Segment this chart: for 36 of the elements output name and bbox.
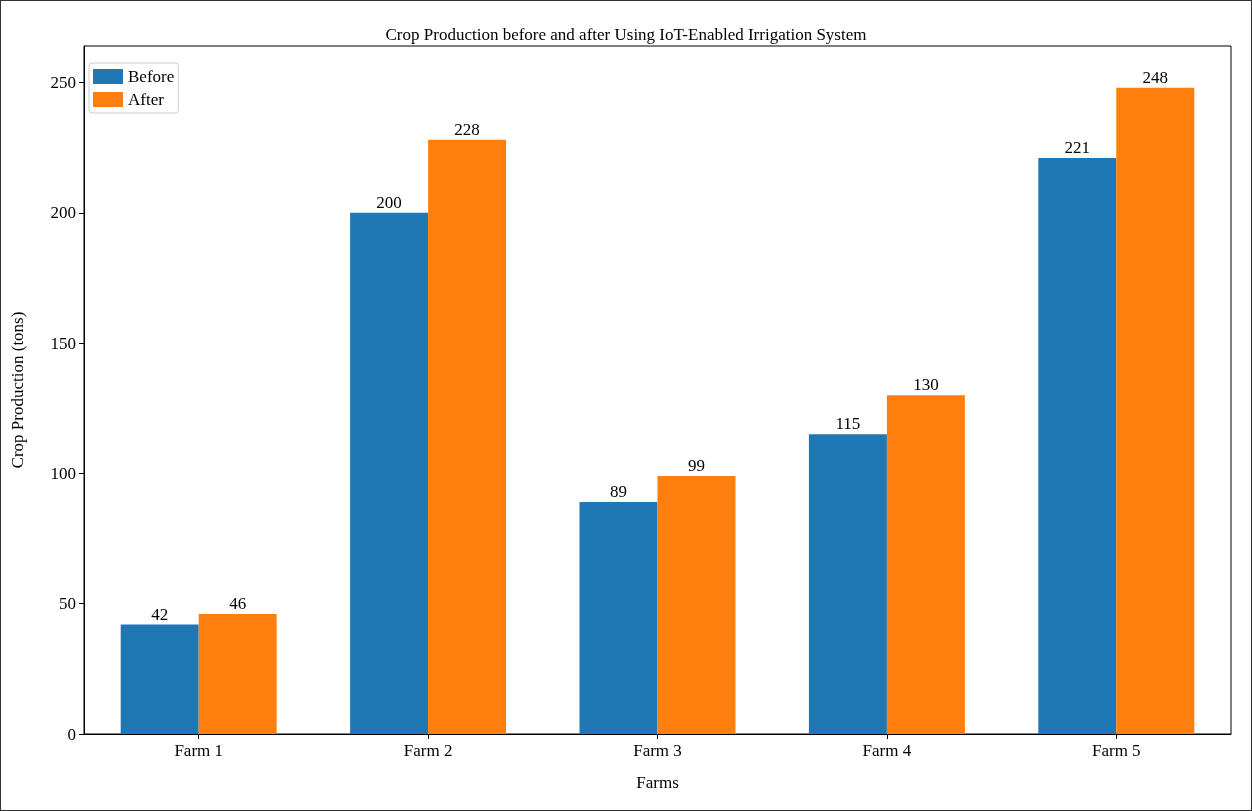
bar — [1116, 87, 1195, 734]
y-tick-label: 100 — [50, 463, 76, 483]
y-tick-label: 150 — [50, 333, 76, 353]
legend-label: Before — [128, 67, 175, 86]
bar — [579, 502, 658, 734]
x-tick-label: Farm 3 — [633, 741, 682, 760]
data-label: 115 — [835, 414, 861, 434]
y-tick-label: 200 — [50, 203, 76, 223]
data-label: 99 — [688, 456, 705, 475]
data-label: 228 — [454, 119, 480, 139]
data-label: 200 — [376, 192, 402, 212]
x-axis-title: Farms — [636, 773, 679, 792]
bar — [350, 212, 429, 734]
bar — [808, 434, 887, 734]
chart-title: Crop Production before and after Using IoT-Enabled Irrigation System — [385, 25, 867, 44]
x-tick-label: Farm 2 — [403, 741, 453, 760]
bar — [886, 395, 965, 734]
bar — [198, 614, 277, 734]
y-tick-label: 0 — [67, 724, 76, 744]
y-tick-label: 50 — [59, 594, 76, 614]
y-axis-title: Crop Production (tons) — [8, 311, 27, 469]
data-label: 89 — [610, 482, 627, 502]
bar — [1038, 158, 1117, 734]
data-label: 130 — [913, 375, 939, 395]
y-tick-label: 250 — [50, 72, 76, 92]
data-label: 42 — [151, 604, 169, 624]
bar — [657, 476, 736, 734]
x-tick-label: Farm 5 — [1091, 741, 1141, 760]
data-label: 46 — [229, 594, 247, 614]
bar — [428, 139, 507, 734]
data-label: 221 — [1064, 138, 1091, 158]
x-tick-label: Farm 4 — [862, 741, 912, 760]
data-label: 248 — [1142, 67, 1169, 87]
x-tick-label: Farm 1 — [174, 741, 224, 760]
bar — [120, 624, 199, 734]
legend-label: After — [128, 90, 165, 109]
